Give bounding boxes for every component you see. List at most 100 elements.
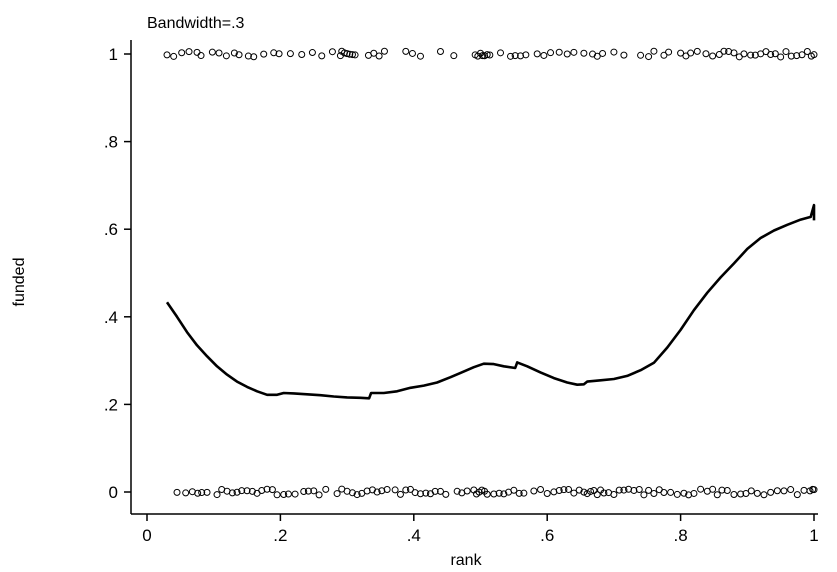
- y-tick-label: .6: [104, 220, 118, 239]
- data-point: [747, 51, 755, 59]
- data-point: [560, 486, 568, 494]
- smoothed-line: [165, 203, 816, 400]
- data-point: [483, 51, 491, 59]
- data-point: [436, 48, 444, 56]
- data-point: [615, 486, 623, 494]
- data-point: [275, 50, 283, 58]
- data-point: [543, 490, 551, 498]
- data-point: [348, 489, 356, 497]
- data-point: [599, 49, 607, 57]
- data-point: [637, 51, 645, 59]
- data-point: [193, 48, 201, 56]
- data-point: [453, 487, 461, 495]
- data-point: [333, 490, 341, 498]
- data-point: [740, 50, 748, 58]
- data-point: [431, 487, 439, 495]
- data-point: [593, 52, 601, 60]
- data-point: [660, 489, 668, 497]
- data-point: [497, 49, 505, 57]
- data-point: [798, 51, 806, 59]
- y-tick-label: .4: [104, 308, 118, 327]
- data-point: [208, 48, 216, 56]
- data-point: [767, 488, 775, 496]
- data-point: [540, 51, 548, 59]
- data-point: [370, 49, 378, 57]
- data-point: [315, 491, 323, 499]
- data-point: [718, 486, 726, 494]
- data-point: [742, 489, 750, 497]
- data-point: [580, 49, 588, 57]
- data-point: [709, 485, 717, 493]
- data-point: [304, 487, 312, 495]
- y-tick-label: 1: [109, 45, 118, 64]
- data-point: [693, 47, 701, 55]
- data-point: [291, 490, 299, 498]
- data-point: [284, 490, 292, 498]
- data-point: [720, 47, 728, 55]
- data-point: [650, 489, 658, 497]
- data-point: [273, 491, 281, 499]
- data-point: [697, 485, 705, 493]
- plot-area: [163, 47, 818, 499]
- data-point: [570, 48, 578, 56]
- data-point: [178, 49, 186, 57]
- data-point: [645, 53, 653, 61]
- chart-subtitle: Bandwidth=.3: [147, 15, 245, 32]
- data-point: [486, 51, 494, 59]
- data-point: [270, 49, 278, 57]
- data-point: [197, 52, 205, 60]
- y-axis-title: funded: [11, 258, 28, 307]
- data-point: [230, 49, 238, 57]
- data-point: [777, 53, 785, 61]
- data-point: [300, 488, 308, 496]
- x-tick-label: .4: [407, 526, 421, 545]
- data-point: [500, 490, 508, 498]
- data-point: [563, 50, 571, 58]
- data-point: [547, 49, 555, 57]
- data-point: [773, 487, 781, 495]
- data-point: [787, 52, 795, 60]
- data-point: [213, 491, 221, 499]
- data-point: [702, 50, 710, 58]
- data-point: [383, 486, 391, 494]
- data-point: [351, 51, 359, 59]
- data-point: [308, 49, 316, 57]
- y-tick-label: 0: [109, 483, 118, 502]
- data-point: [803, 48, 811, 56]
- data-point: [268, 486, 276, 494]
- data-point: [185, 48, 193, 56]
- data-point: [580, 488, 588, 496]
- data-point: [782, 48, 790, 56]
- data-point: [233, 488, 241, 496]
- data-point: [263, 485, 271, 493]
- data-point: [408, 49, 416, 57]
- data-point: [322, 485, 330, 493]
- data-point: [243, 487, 251, 495]
- data-point: [194, 489, 202, 497]
- data-point: [530, 487, 538, 495]
- data-point: [520, 489, 528, 497]
- data-point: [483, 490, 491, 498]
- data-point: [620, 486, 628, 494]
- data-point: [587, 487, 595, 495]
- data-point: [235, 51, 243, 59]
- data-point: [422, 489, 430, 497]
- data-point: [203, 488, 211, 496]
- data-point: [677, 49, 685, 57]
- data-point: [522, 51, 530, 59]
- data-point: [380, 47, 388, 55]
- data-point: [680, 489, 688, 497]
- data-point: [810, 486, 818, 494]
- data-point: [533, 50, 541, 58]
- data-point: [730, 490, 738, 498]
- data-point: [511, 52, 519, 60]
- data-point: [713, 491, 721, 499]
- data-point: [760, 491, 768, 499]
- data-point: [575, 486, 583, 494]
- data-point: [442, 490, 450, 498]
- data-point: [406, 485, 414, 493]
- y-tick-label: .8: [104, 133, 118, 152]
- data-point: [348, 51, 356, 59]
- data-point: [490, 490, 498, 498]
- data-point: [600, 489, 608, 497]
